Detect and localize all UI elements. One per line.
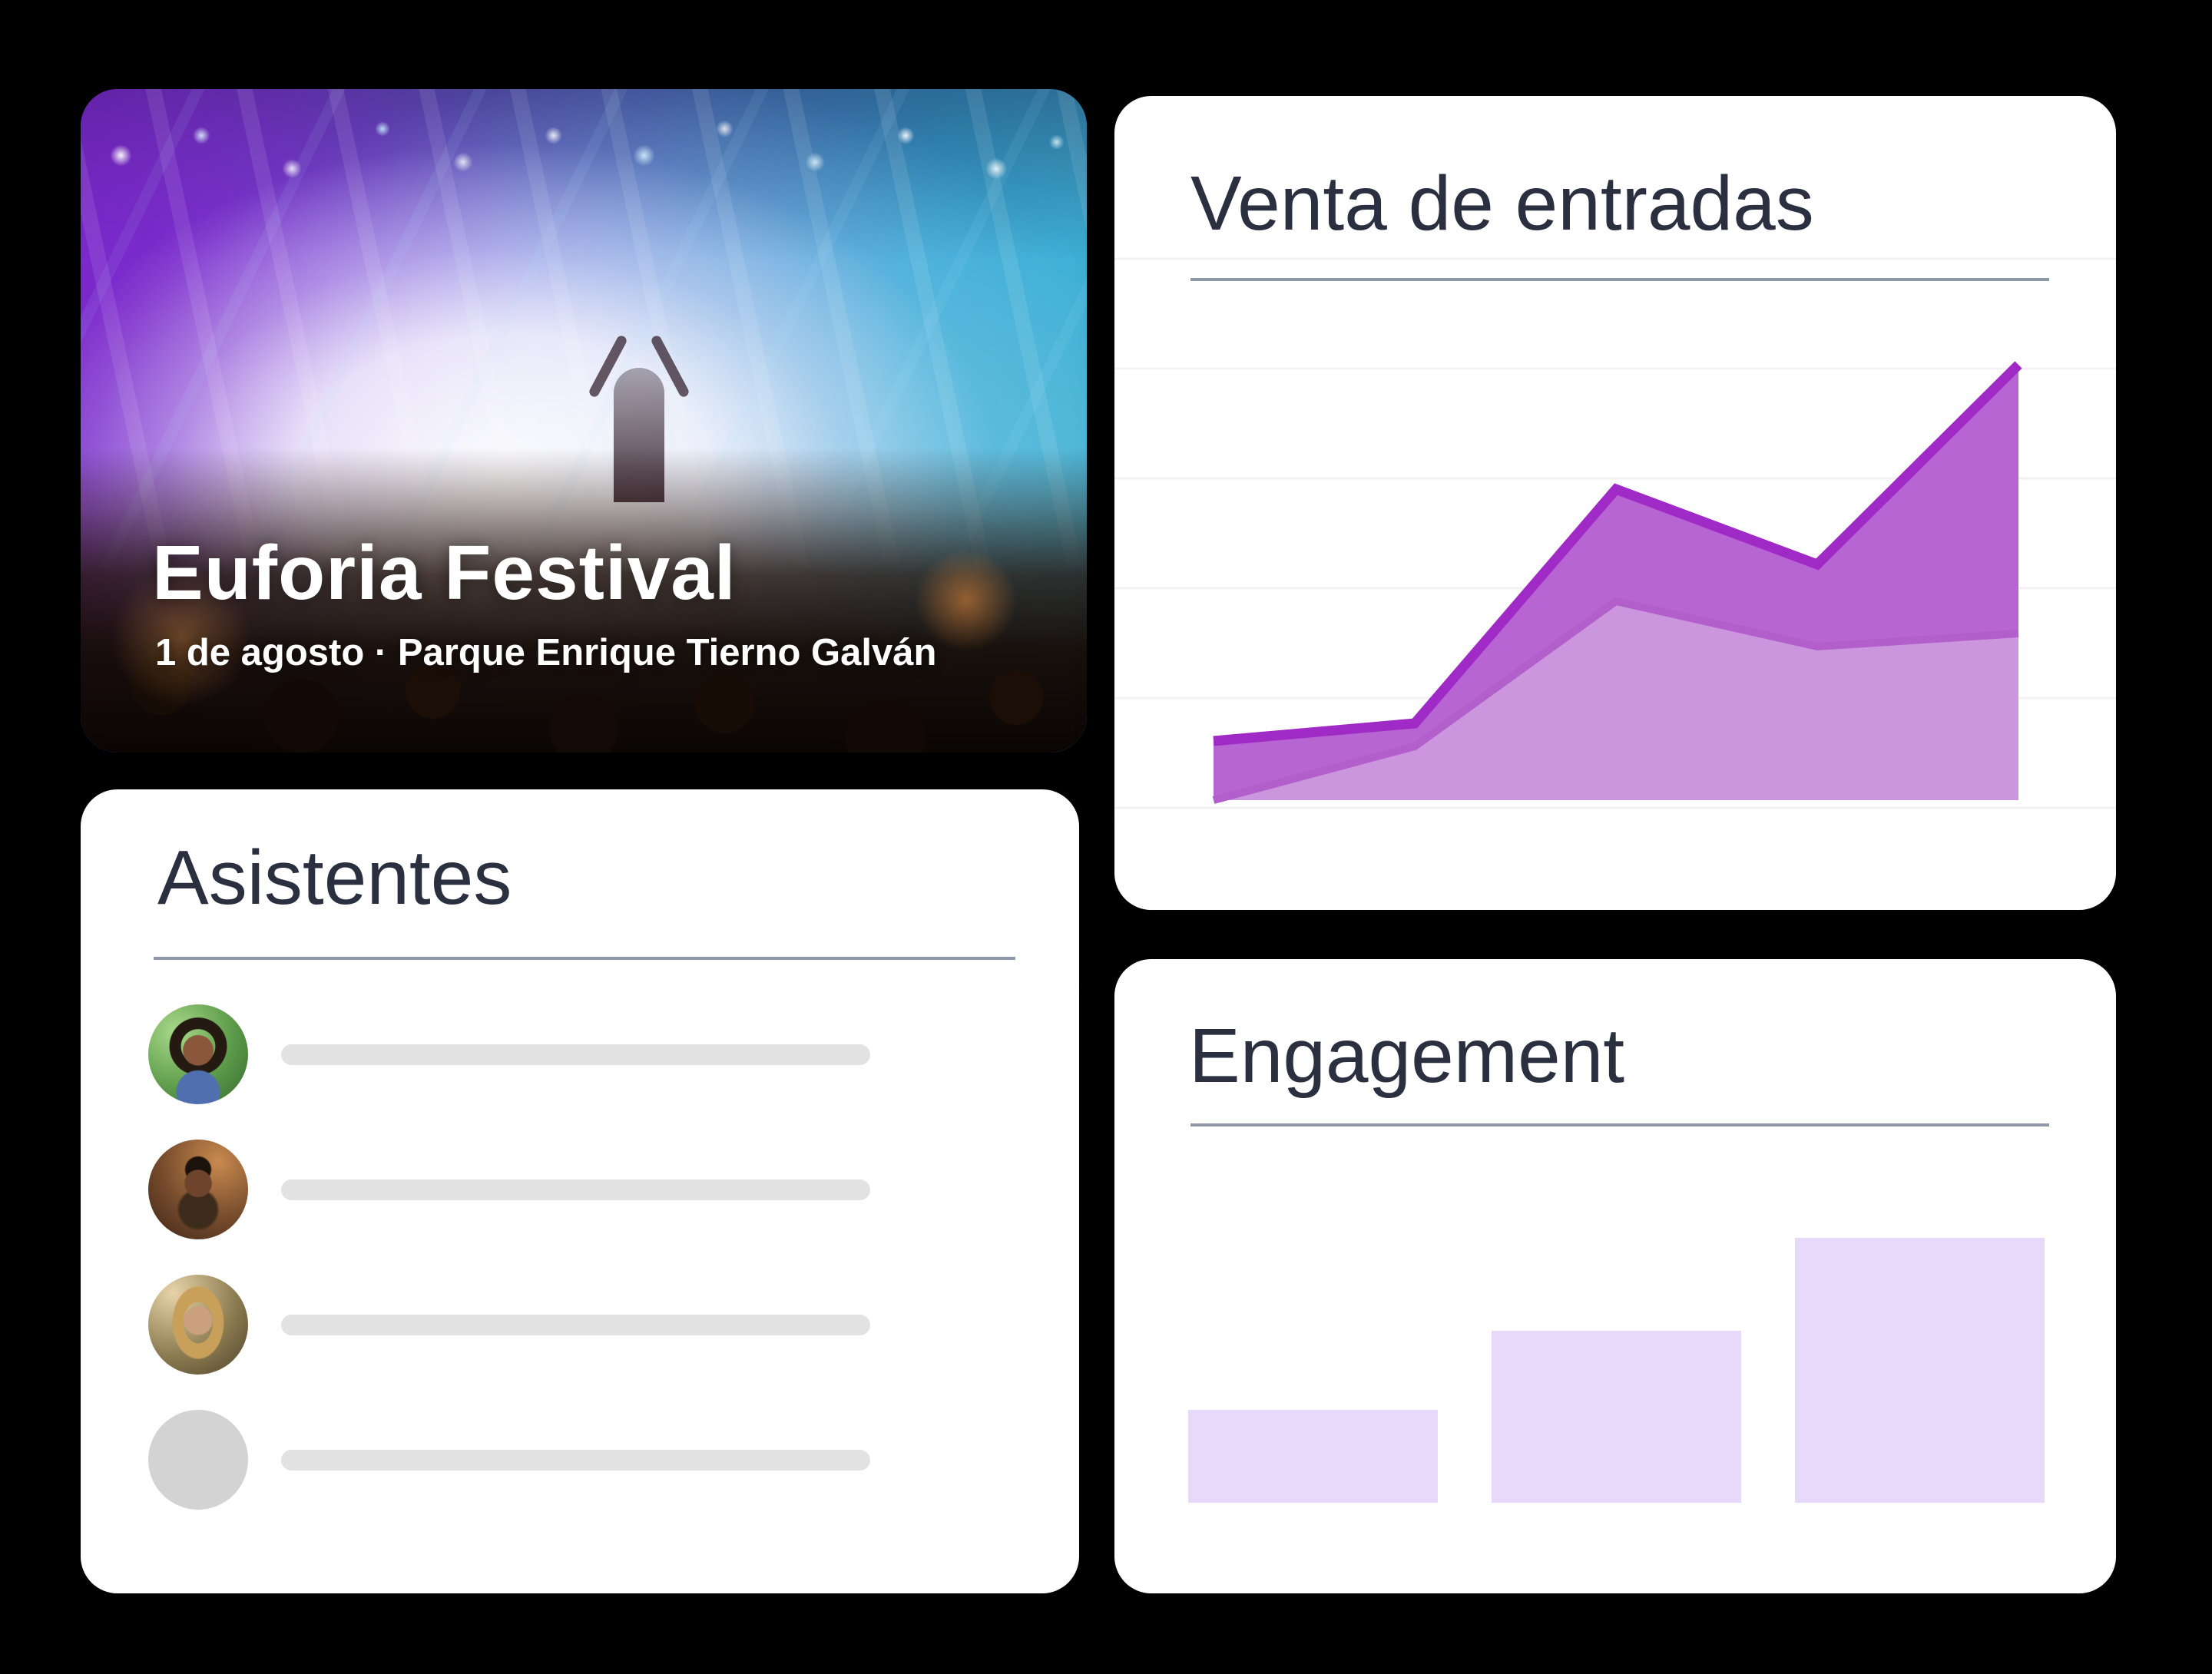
man-in-crowd-avatar: [148, 1140, 248, 1239]
ticket-sales-title: Venta de entradas: [1190, 160, 1814, 246]
event-date-location: 1 de agosto · Parque Enrique Tierno Galv…: [155, 632, 937, 673]
empty-gray-avatar: [148, 1410, 248, 1510]
event-title: Euforia Festival: [152, 530, 737, 616]
event-card: Euforia Festival 1 de agosto · Parque En…: [81, 89, 1087, 753]
engagement-card: Engagement: [1114, 959, 2116, 1593]
attendees-divider: [154, 957, 1015, 960]
attendee-row: [81, 1140, 1079, 1239]
engagement-divider: [1190, 1123, 2049, 1126]
attendees-title: Asistentes: [157, 835, 512, 921]
ticket-sales-divider: [1190, 278, 2049, 281]
attendees-card: Asistentes: [81, 789, 1079, 1593]
woman-curly-hair-avatar: [148, 1004, 248, 1104]
attendee-row: [81, 1004, 1079, 1104]
attendee-name-placeholder-bar: [281, 1450, 870, 1471]
attendee-name-placeholder-bar: [281, 1315, 870, 1335]
attendee-name-placeholder-bar: [281, 1044, 870, 1065]
attendee-row: [81, 1275, 1079, 1375]
crowd-silhouette: [81, 447, 1087, 753]
attendee-name-placeholder-bar: [281, 1179, 870, 1200]
blonde-woman-avatar: [148, 1275, 248, 1375]
ticket-sales-card: Venta de entradas: [1114, 96, 2116, 910]
attendee-row: [81, 1410, 1079, 1510]
engagement-title: Engagement: [1189, 1013, 1625, 1099]
